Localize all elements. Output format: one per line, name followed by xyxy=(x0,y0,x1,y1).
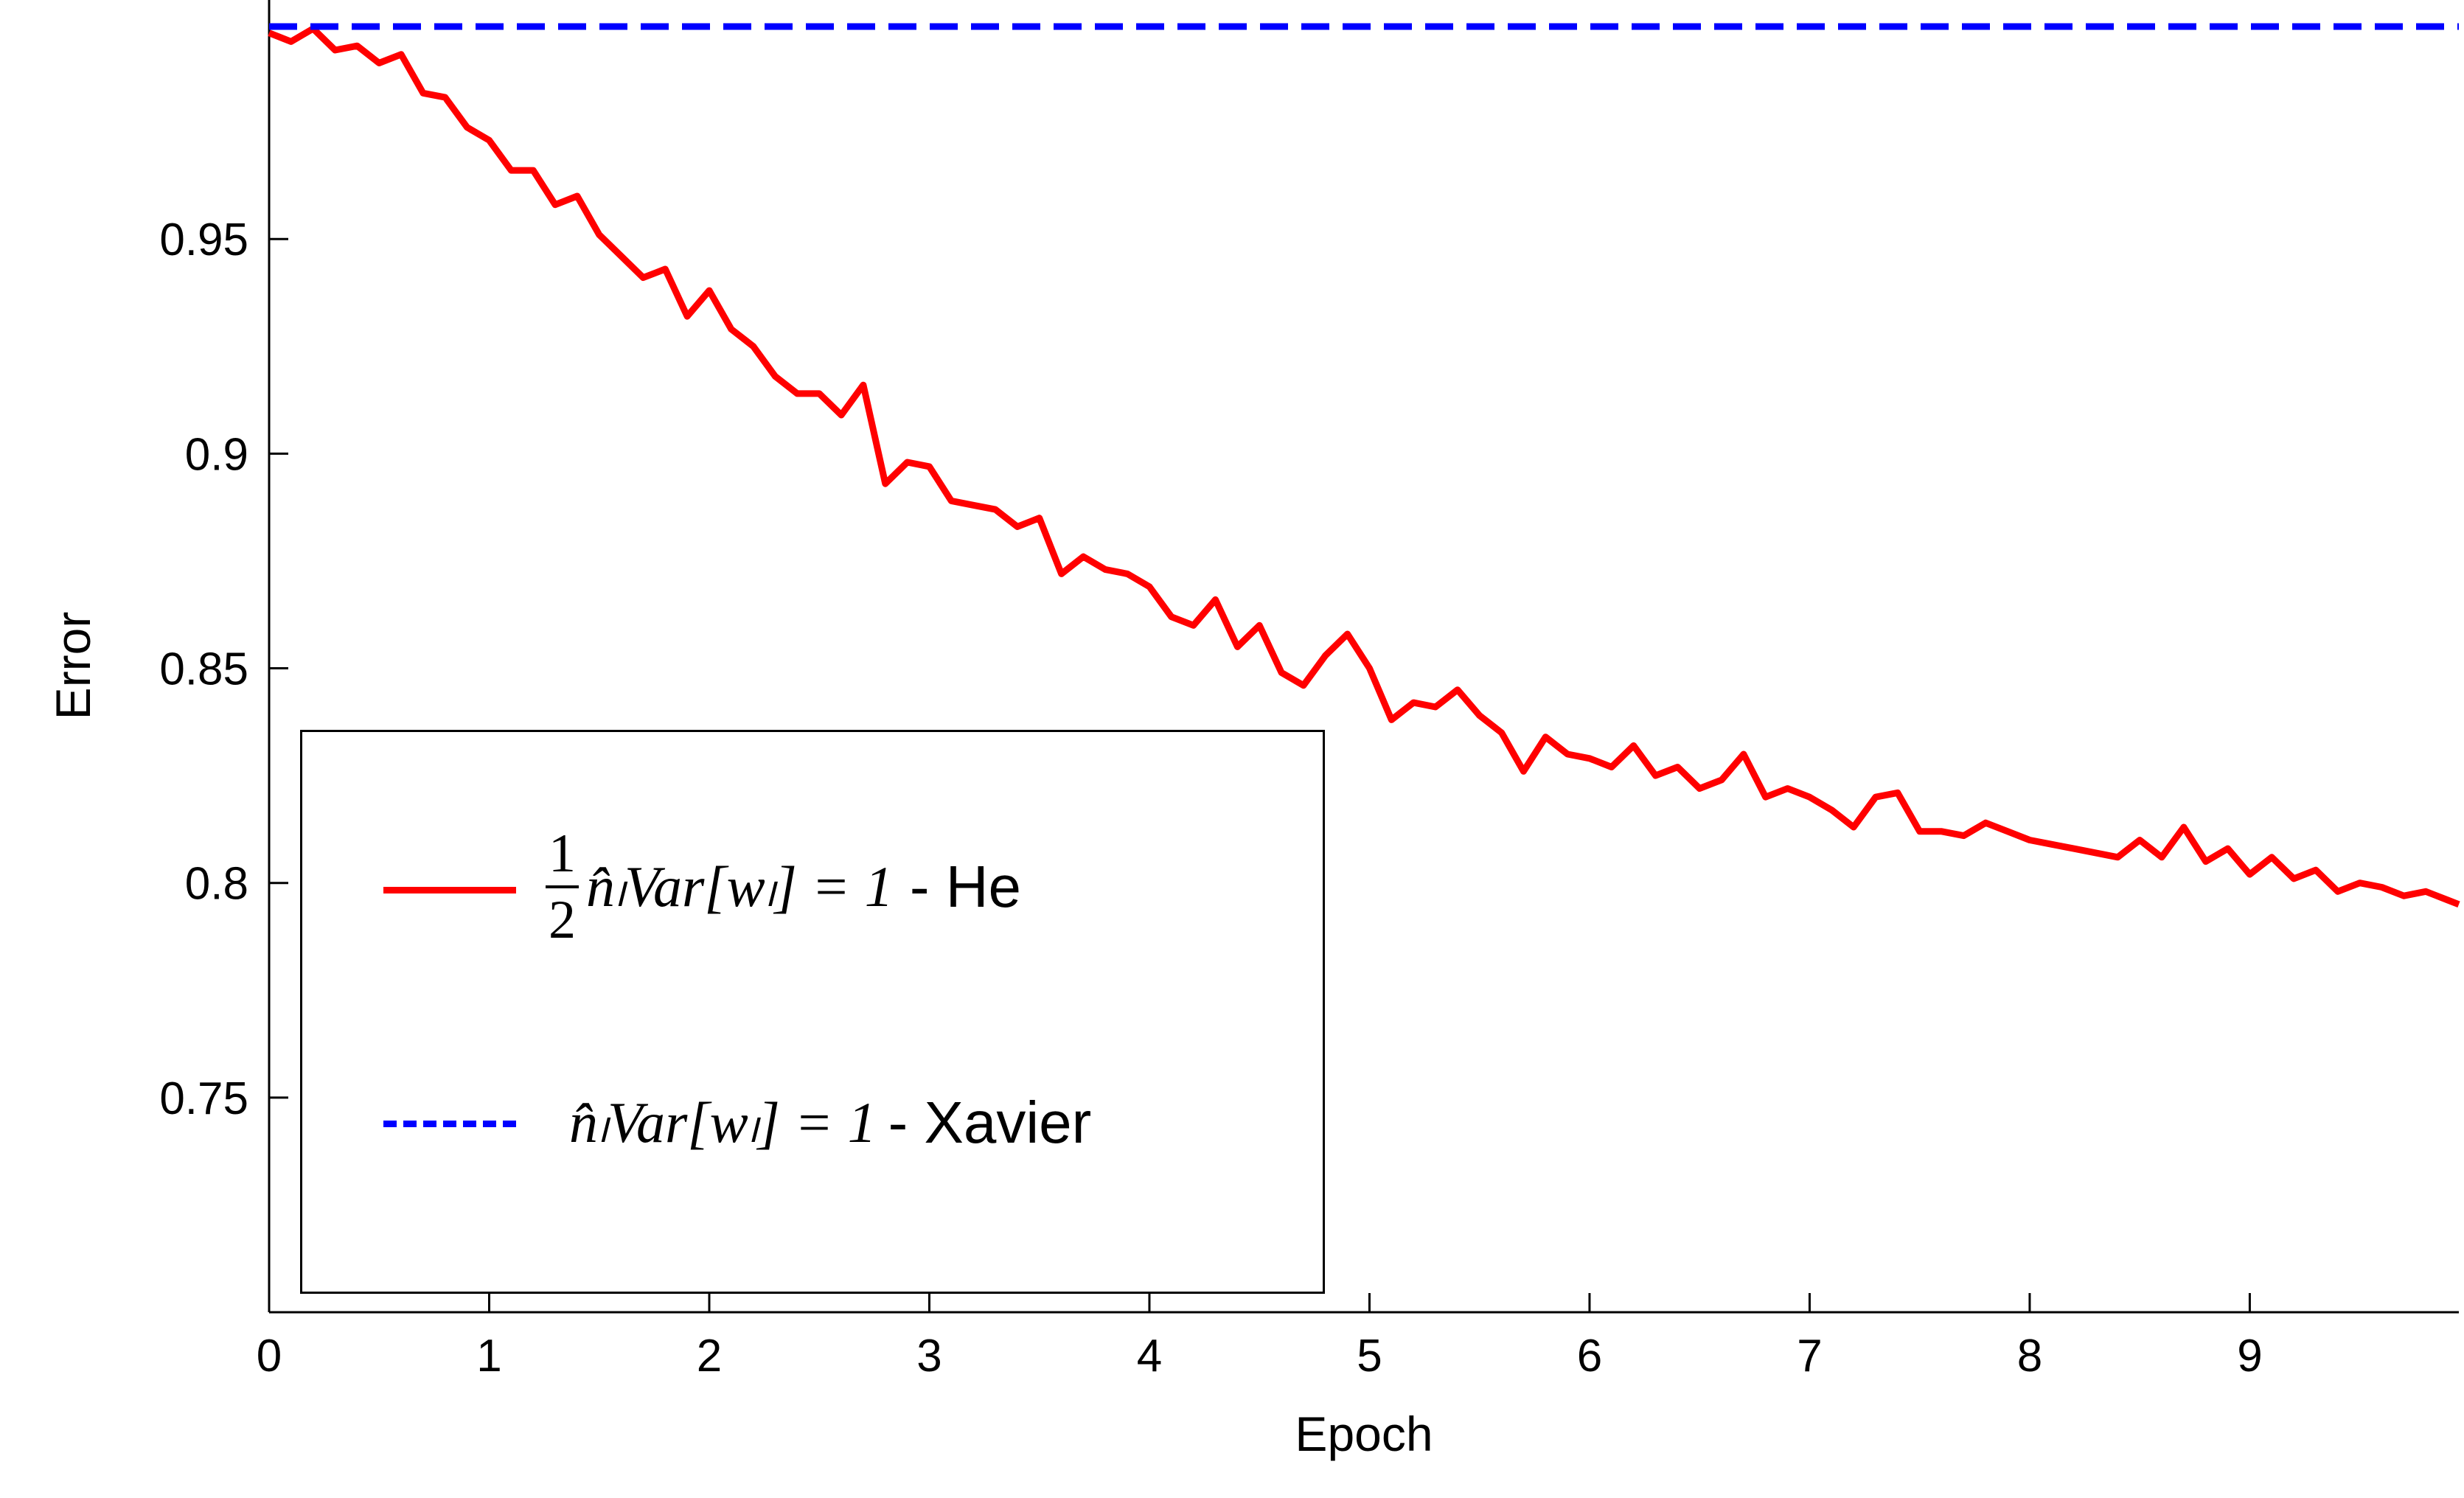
y-tick-label: 0.75 xyxy=(159,1073,248,1124)
x-tick-label: 6 xyxy=(1577,1331,1602,1382)
x-tick-label: 4 xyxy=(1137,1331,1162,1382)
y-tick-label: 0.85 xyxy=(159,644,248,695)
legend-label-he: 1 2 n̂ₗVar[wₗ] = 1 - He xyxy=(546,806,1021,968)
series-line-he xyxy=(268,25,2460,907)
y-tick-label: 0.95 xyxy=(159,215,248,265)
y-tick-label: 0.8 xyxy=(185,859,248,910)
x-axis-title: Epoch xyxy=(1295,1407,1433,1461)
x-tick-label: 5 xyxy=(1357,1331,1382,1382)
legend-swatch-he xyxy=(383,887,516,893)
y-tick-label: 0.9 xyxy=(185,429,248,480)
fraction-denominator: 2 xyxy=(549,890,576,950)
he-formula: n̂ₗVar[wₗ] = 1 xyxy=(586,854,894,919)
x-tick-label: 0 xyxy=(257,1331,282,1382)
he-suffix: - He xyxy=(893,854,1021,919)
fraction-numerator: 1 xyxy=(546,826,579,888)
axes: 0 1 2 3 4 5 6 7 8 90.750.80.850.90.95 xyxy=(159,0,2459,1382)
legend-fraction: 1 2 xyxy=(546,826,579,947)
y-axis-title: Error xyxy=(46,612,100,720)
legend-swatch-xavier xyxy=(383,1121,516,1127)
series-layer xyxy=(268,23,2460,907)
x-tick-label: 1 xyxy=(476,1331,501,1382)
xavier-suffix: - Xavier xyxy=(888,1090,1092,1155)
xavier-formula: n̂ₗVar[wₗ] = 1 xyxy=(569,1090,877,1154)
x-tick-label: 7 xyxy=(1797,1331,1822,1382)
legend: 1 2 n̂ₗVar[wₗ] = 1 - He n̂ₗVar[wₗ] = 1 -… xyxy=(300,730,1325,1294)
x-tick-label: 8 xyxy=(2017,1331,2042,1382)
x-tick-label: 9 xyxy=(2237,1331,2262,1382)
x-tick-label: 3 xyxy=(916,1331,942,1382)
x-tick-label: 2 xyxy=(697,1331,722,1382)
legend-label-xavier: n̂ₗVar[wₗ] = 1 - Xavier xyxy=(569,1079,1091,1167)
